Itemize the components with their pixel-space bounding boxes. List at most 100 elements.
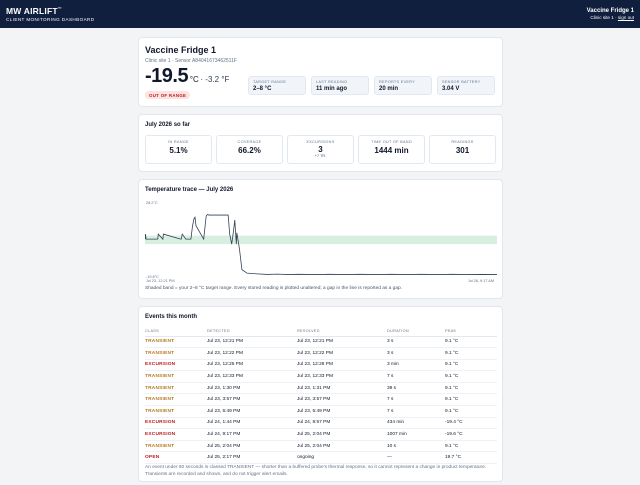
event-class: TRANSIENT [145,347,207,360]
event-resolved: Jul 23, 3:57 PM [297,393,387,407]
event-peak: 9.1 °C [445,405,497,418]
event-resolved: Jul 23, 1:31 PM [297,382,387,395]
event-peak: 9.1 °C [445,393,497,407]
events-table: CLASS DETECTED RESOLVED DURATION PEAK TR… [145,327,497,465]
header-device-name: Vaccine Fridge 1 [586,8,634,14]
summary-value: 301 [455,146,470,155]
stat-sensor-battery: SENSOR BATTERY 3.04 V [437,76,495,95]
summary-label: IN RANGE [168,140,189,144]
event-detected: Jul 23, 1:30 PM [207,382,297,395]
event-duration: 39 s [387,382,445,395]
chart-title: Temperature trace — July 2026 [145,187,234,193]
current-temperature: -19.5 °C · -3.2 °F [145,65,229,88]
event-peak: 19.7 °C [445,451,497,465]
event-duration: 7 s [387,370,445,383]
table-row: TRANSIENT Jul 23, 3:57 PM Jul 23, 3:57 PM 7… [145,393,497,407]
temperature-chart-card: Temperature trace — July 2026 28.2°C -19… [138,179,503,299]
device-card: Vaccine Fridge 1 Clinic site 1 · Sensor … [138,37,503,107]
header-separator: · [615,15,617,20]
stat-value: 20 min [379,86,399,92]
event-detected: Jul 23, 12:33 PM [207,370,297,383]
stat-label: LAST READING [316,80,348,84]
stat-value: 3.04 V [442,86,460,92]
event-resolved: Jul 25, 2:04 PM [297,428,387,441]
events-table-body: TRANSIENT Jul 23, 12:21 PM Jul 23, 12:21 P… [145,336,497,465]
summary-value: 5.1% [169,146,188,155]
table-header-row: CLASS DETECTED RESOLVED DURATION PEAK [145,327,497,337]
event-detected: Jul 25, 2:04 PM [207,440,297,453]
stat-value: 2–8 °C [253,86,272,92]
event-resolved: Jul 23, 12:33 PM [297,370,387,383]
summary-label: EXCURSIONS [306,140,335,144]
summary-excursions: EXCURSIONS 3 +7 TR. [287,135,354,164]
event-class: TRANSIENT [145,382,207,395]
event-class: TRANSIENT [145,393,207,407]
stat-label: SENSOR BATTERY [442,80,481,84]
event-duration: 3 s [387,347,445,360]
chart-caption: Shaded band = your 2–8 °C target range. … [145,286,402,291]
header-site: Clinic site 1 [590,15,614,20]
event-duration: — [387,451,445,465]
table-row: TRANSIENT Jul 23, 1:30 PM Jul 23, 1:31 PM 3… [145,382,497,395]
event-duration: 434 min [387,417,445,430]
event-class: EXCURSION [145,428,207,441]
event-resolved: Jul 25, 2:04 PM [297,440,387,453]
stat-label: REPORTS EVERY [379,80,416,84]
account-info: Vaccine Fridge 1 Clinic site 1 · sign ou… [587,8,634,20]
temp-celsius: -19.5 [145,65,189,87]
summary-title: July 2026 so far [145,122,191,128]
event-resolved: Jul 23, 12:22 PM [297,347,387,360]
event-duration: 7 s [387,393,445,407]
event-detected: Jul 25, 2:17 PM [207,451,297,465]
table-row: OPEN Jul 25, 2:17 PM ongoing —19.7 °C [145,451,497,465]
event-peak: -19.6 °C [445,428,497,441]
event-class: TRANSIENT [145,336,207,349]
event-detected: Jul 23, 5:49 PM [207,405,297,418]
stat-last-reading: LAST READING 11 min ago [311,76,369,95]
event-peak: 9.1 °C [445,370,497,383]
y-max-label: 28.2°C [146,201,158,205]
table-row: TRANSIENT Jul 23, 5:49 PM Jul 23, 5:49 PM 7… [145,405,497,418]
event-duration: 7 s [387,405,445,418]
table-row: EXCURSION Jul 24, 1:44 PM Jul 24, 8:57 PM 4… [145,417,497,430]
event-detected: Jul 23, 3:57 PM [207,393,297,407]
temperature-trace-chart [145,213,497,275]
summary-label: COVERAGE [237,140,262,144]
event-class: OPEN [145,451,207,465]
summary-readings: READINGS 301 [429,135,496,164]
brand-subtitle: CLIENT MONITORING DASHBOARD [6,17,95,22]
event-detected: Jul 24, 9:17 PM [207,428,297,441]
event-class: EXCURSION [145,417,207,430]
event-duration: 10 s [387,440,445,453]
stat-value: 11 min ago [316,86,348,92]
event-resolved: Jul 24, 8:57 PM [297,417,387,430]
event-duration: 3 min [387,359,445,372]
event-detected: Jul 23, 12:25 PM [207,359,297,372]
summary-label: READINGS [451,140,474,144]
event-duration: 3 s [387,336,445,349]
y-min-label: -19.8°C [146,275,159,279]
event-peak: 9.1 °C [445,336,497,349]
stat-target-range: TARGET RANGE 2–8 °C [248,76,306,95]
event-peak: 9.1 °C [445,347,497,360]
stat-label: TARGET RANGE [253,80,287,84]
event-detected: Jul 23, 12:22 PM [207,347,297,360]
event-peak: 9.1 °C [445,359,497,372]
status-badge: OUT OF RANGE [145,91,191,99]
event-resolved: Jul 23, 5:49 PM [297,405,387,418]
device-meta: Clinic site 1 · Sensor A84041673462511F [145,58,237,64]
summary-value: 3 [318,145,323,154]
event-class: TRANSIENT [145,405,207,418]
event-class: TRANSIENT [145,370,207,383]
events-card: Events this month CLASS DETECTED RESOLVE… [138,306,503,482]
col-detected: DETECTED [207,327,297,337]
sign-out-link[interactable]: sign out [617,15,634,20]
summary-time-out-of-band: TIME OUT OF BAND 1444 min [358,135,425,164]
target-range-band [145,235,497,245]
events-footnote: An event under 60 seconds is classed TRA… [145,465,487,477]
event-resolved: ongoing [297,451,387,465]
brand-name: MW AIRLIFT [6,6,58,16]
temp-unit: °C [189,75,199,84]
col-duration: DURATION [387,327,445,337]
summary-in-range: IN RANGE 5.1% [145,135,212,164]
